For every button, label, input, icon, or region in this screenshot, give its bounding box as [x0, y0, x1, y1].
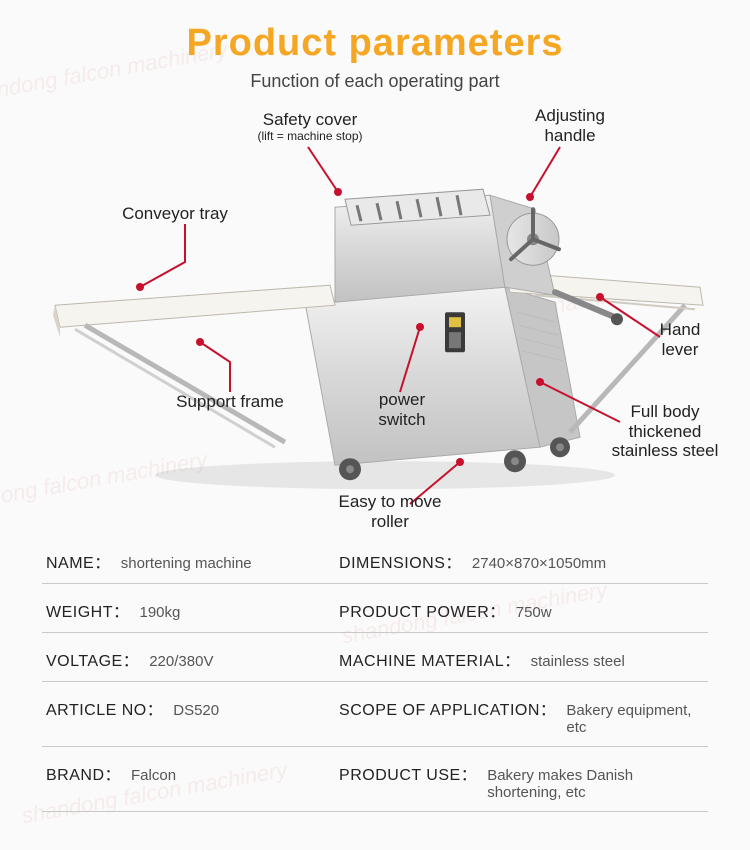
- spec-value: stainless steel: [531, 653, 625, 670]
- spec-value: 2740×870×1050mm: [472, 555, 606, 572]
- spec-label: PRODUCT USE：: [339, 761, 477, 785]
- spec-label: MACHINE MATERIAL：: [339, 647, 521, 671]
- spec-value: DS520: [173, 702, 219, 719]
- spec-value: Falcon: [131, 767, 176, 784]
- callout-adjusting-handle: Adjusting handle: [510, 106, 630, 145]
- spec-value: 220/380V: [149, 653, 213, 670]
- spec-cell: SCOPE OF APPLICATION： Bakery equipment, e…: [335, 682, 708, 746]
- spec-label: PRODUCT POWER：: [339, 598, 506, 622]
- spec-cell: ARTICLE NO： DS520: [42, 682, 335, 746]
- spec-label: VOLTAGE：: [46, 647, 139, 671]
- spec-value: Bakery makes Danish shortening, etc: [487, 767, 704, 801]
- spec-value: shortening machine: [121, 555, 252, 572]
- spec-label: WEIGHT：: [46, 598, 130, 622]
- callout-easy-roller: Easy to move roller: [330, 492, 450, 531]
- callout-sub: (lift = machine stop): [240, 130, 380, 144]
- spec-label: BRAND：: [46, 761, 121, 785]
- callout-conveyor-tray: Conveyor tray: [105, 204, 245, 224]
- page-title: Product parameters: [0, 22, 750, 65]
- spec-row: ARTICLE NO： DS520 SCOPE OF APPLICATION： Bak…: [42, 682, 708, 747]
- spec-row: VOLTAGE： 220/380V MACHINE MATERIAL： stainle…: [42, 633, 708, 682]
- spec-row: NAME： shortening machine DIMENSIONS： 2740×8…: [42, 535, 708, 584]
- spec-cell: NAME： shortening machine: [42, 535, 335, 583]
- spec-label: SCOPE OF APPLICATION：: [339, 696, 556, 720]
- spec-row: WEIGHT： 190kg PRODUCT POWER： 750w: [42, 584, 708, 633]
- spec-value: 190kg: [140, 604, 181, 621]
- callout-safety-cover: Safety cover (lift = machine stop): [240, 110, 380, 143]
- callout-label: Safety cover: [263, 110, 358, 129]
- header: Product parameters Function of each oper…: [0, 0, 750, 92]
- spec-cell: VOLTAGE： 220/380V: [42, 633, 335, 681]
- spec-row: BRAND： Falcon PRODUCT USE： Bakery makes Dan…: [42, 747, 708, 812]
- spec-label: ARTICLE NO：: [46, 696, 163, 720]
- spec-cell: PRODUCT POWER： 750w: [335, 584, 708, 632]
- spec-cell: PRODUCT USE： Bakery makes Danish shorteni…: [335, 747, 708, 811]
- callout-full-body: Full body thickened stainless steel: [600, 402, 730, 461]
- product-diagram: Safety cover (lift = machine stop) Adjus…: [0, 92, 750, 527]
- spec-value: 750w: [516, 604, 552, 621]
- page-subtitle: Function of each operating part: [0, 71, 750, 92]
- spec-cell: BRAND： Falcon: [42, 747, 335, 811]
- spec-value: Bakery equipment, etc: [566, 702, 704, 736]
- spec-cell: WEIGHT： 190kg: [42, 584, 335, 632]
- callout-support-frame: Support frame: [155, 392, 305, 412]
- spec-label: NAME：: [46, 549, 111, 573]
- spec-label: DIMENSIONS：: [339, 549, 462, 573]
- callout-hand-lever: Hand lever: [640, 320, 720, 359]
- specs-table: NAME： shortening machine DIMENSIONS： 2740×8…: [0, 535, 750, 812]
- spec-cell: MACHINE MATERIAL： stainless steel: [335, 633, 708, 681]
- callout-power-switch: power switch: [362, 390, 442, 429]
- spec-cell: DIMENSIONS： 2740×870×1050mm: [335, 535, 708, 583]
